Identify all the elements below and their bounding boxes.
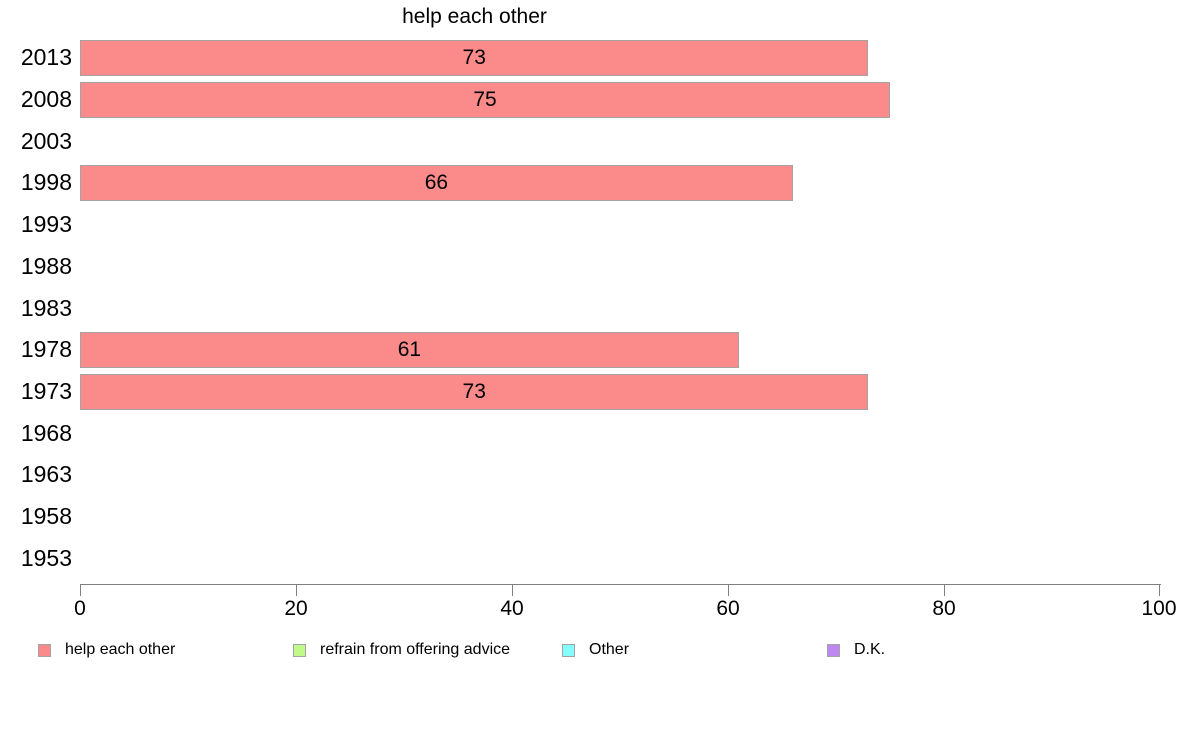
bar: 75 bbox=[80, 81, 890, 118]
legend-item: Other bbox=[562, 640, 629, 660]
x-axis-line bbox=[80, 584, 1161, 585]
chart-row: 2013 73 bbox=[0, 37, 1188, 79]
chart-row: 1973 73 bbox=[0, 371, 1188, 413]
chart-row: 1998 66 bbox=[0, 162, 1188, 204]
y-axis-label: 1953 bbox=[20, 544, 72, 571]
bar-value-label: 73 bbox=[462, 46, 486, 69]
y-axis-label: 2008 bbox=[20, 86, 72, 113]
y-axis-label: 1963 bbox=[20, 461, 72, 488]
y-axis-label: 1978 bbox=[20, 336, 72, 363]
y-axis-label: 1988 bbox=[20, 252, 72, 279]
y-axis-label: 1973 bbox=[20, 377, 72, 404]
y-axis-label: 1998 bbox=[20, 169, 72, 196]
legend-item: D.K. bbox=[827, 640, 885, 660]
bar: 61 bbox=[80, 331, 739, 368]
legend-swatch-help-each-other bbox=[38, 643, 51, 657]
x-axis-tick bbox=[512, 584, 513, 596]
x-axis-tick bbox=[944, 584, 945, 596]
legend-label: D.K. bbox=[854, 641, 886, 658]
bar-value-label: 66 bbox=[424, 171, 449, 195]
bar-value-label: 73 bbox=[462, 379, 486, 403]
chart-row: 1978 61 bbox=[0, 329, 1188, 371]
chart-row: 1993 bbox=[0, 204, 1188, 246]
chart-row: 1953 bbox=[0, 537, 1188, 579]
chart-row: 1968 bbox=[0, 412, 1188, 454]
legend-item: refrain from offering advice bbox=[293, 640, 510, 660]
x-axis-tick-label: 0 bbox=[74, 597, 86, 620]
bar: 66 bbox=[80, 165, 793, 202]
chart-row: 2008 75 bbox=[0, 79, 1188, 121]
bar: 73 bbox=[80, 373, 869, 410]
x-axis-tick-label: 40 bbox=[500, 597, 524, 620]
x-axis-tick-label: 80 bbox=[932, 597, 956, 620]
chart-title: help each other bbox=[402, 5, 547, 28]
bar-value-label: 61 bbox=[397, 337, 422, 361]
chart-row: 1988 bbox=[0, 246, 1188, 288]
y-axis-label: 1993 bbox=[20, 211, 72, 238]
x-axis-tick bbox=[296, 584, 297, 596]
bar-value-label: 75 bbox=[473, 87, 497, 111]
y-axis-label: 1968 bbox=[20, 419, 72, 446]
chart-row: 2003 bbox=[0, 120, 1188, 162]
legend-label: refrain from offering advice bbox=[320, 641, 511, 658]
legend-label: help each other bbox=[65, 641, 176, 658]
legend-item: help each other bbox=[38, 640, 175, 660]
chart-row: 1963 bbox=[0, 454, 1188, 496]
legend-label: Other bbox=[589, 641, 630, 658]
legend-swatch-dk bbox=[827, 643, 840, 657]
y-axis-label: 1958 bbox=[20, 503, 72, 530]
x-axis-tick-label: 20 bbox=[284, 597, 308, 620]
y-axis-label: 1983 bbox=[20, 294, 72, 321]
y-axis-label: 2003 bbox=[20, 127, 72, 154]
x-axis-tick-label: 60 bbox=[716, 597, 740, 620]
x-axis-tick bbox=[80, 584, 81, 596]
bar: 73 bbox=[80, 40, 869, 76]
chart-row: 1983 bbox=[0, 287, 1188, 329]
legend-swatch-refrain-from-offering-advice bbox=[293, 643, 306, 657]
x-axis-tick bbox=[1159, 584, 1160, 596]
chart-row: 1958 bbox=[0, 496, 1188, 538]
y-axis-label: 2013 bbox=[20, 44, 72, 71]
x-axis-tick bbox=[728, 584, 729, 596]
legend-swatch-other bbox=[562, 643, 575, 657]
x-axis-tick-label: 100 bbox=[1141, 597, 1177, 620]
